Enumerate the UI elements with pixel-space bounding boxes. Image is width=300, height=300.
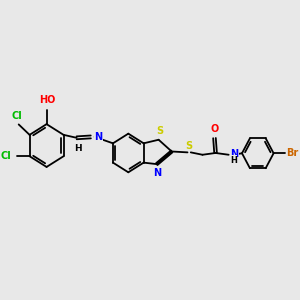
Text: H: H [230, 156, 237, 165]
Text: Br: Br [286, 148, 298, 158]
Text: N: N [94, 132, 103, 142]
Text: S: S [186, 141, 193, 151]
Text: N: N [154, 168, 162, 178]
Text: Cl: Cl [11, 111, 22, 121]
Text: O: O [210, 124, 219, 134]
Text: H: H [74, 144, 82, 153]
Text: HO: HO [39, 95, 55, 105]
Text: N: N [230, 149, 238, 159]
Text: Cl: Cl [1, 151, 12, 161]
Text: S: S [157, 126, 164, 136]
